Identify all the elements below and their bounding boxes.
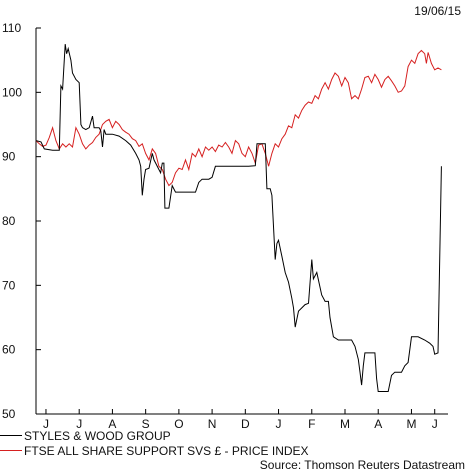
source-note: Source: Thomson Reuters Datastream (259, 458, 465, 472)
legend-item-ftse: FTSE ALL SHARE SUPPORT SVS £ - PRICE IND… (0, 443, 309, 458)
y-tick-label: 110 (2, 21, 21, 35)
x-tick-label: J (76, 417, 82, 431)
y-tick-label: 100 (2, 85, 22, 99)
legend-label-styles-wood: STYLES & WOOD GROUP (24, 428, 171, 443)
x-tick-label: D (241, 417, 250, 431)
y-tick-label: 50 (2, 407, 16, 421)
y-tick-label: 80 (2, 214, 16, 228)
date-label: 19/06/15 (414, 4, 461, 18)
x-tick-label: M (340, 417, 350, 431)
x-tick-label: J (43, 417, 49, 431)
x-tick-label: A (108, 417, 116, 431)
legend-item-styles-wood: STYLES & WOOD GROUP (0, 428, 309, 443)
legend: STYLES & WOOD GROUP FTSE ALL SHARE SUPPO… (0, 428, 309, 458)
x-tick-label: J (276, 417, 282, 431)
y-axis-ticks: 50 60 70 80 90 100 110 (2, 21, 41, 421)
legend-swatch-red (0, 450, 22, 451)
x-tick-label: F (308, 417, 315, 431)
y-tick-label: 60 (2, 343, 16, 357)
x-tick-label: M (406, 417, 416, 431)
legend-swatch-black (0, 435, 22, 436)
y-tick-label: 90 (2, 150, 16, 164)
x-tick-label: O (174, 417, 183, 431)
x-tick-label: N (208, 417, 217, 431)
x-tick-label: J (432, 417, 438, 431)
series-lines (35, 44, 442, 392)
x-tick-label: A (374, 417, 382, 431)
y-tick-label: 70 (2, 278, 16, 292)
series-line-ftse (35, 49, 442, 187)
series-line-styles-wood (35, 44, 442, 392)
legend-label-ftse: FTSE ALL SHARE SUPPORT SVS £ - PRICE IND… (24, 443, 309, 458)
chart-axes (35, 28, 448, 415)
x-tick-label: S (142, 417, 150, 431)
